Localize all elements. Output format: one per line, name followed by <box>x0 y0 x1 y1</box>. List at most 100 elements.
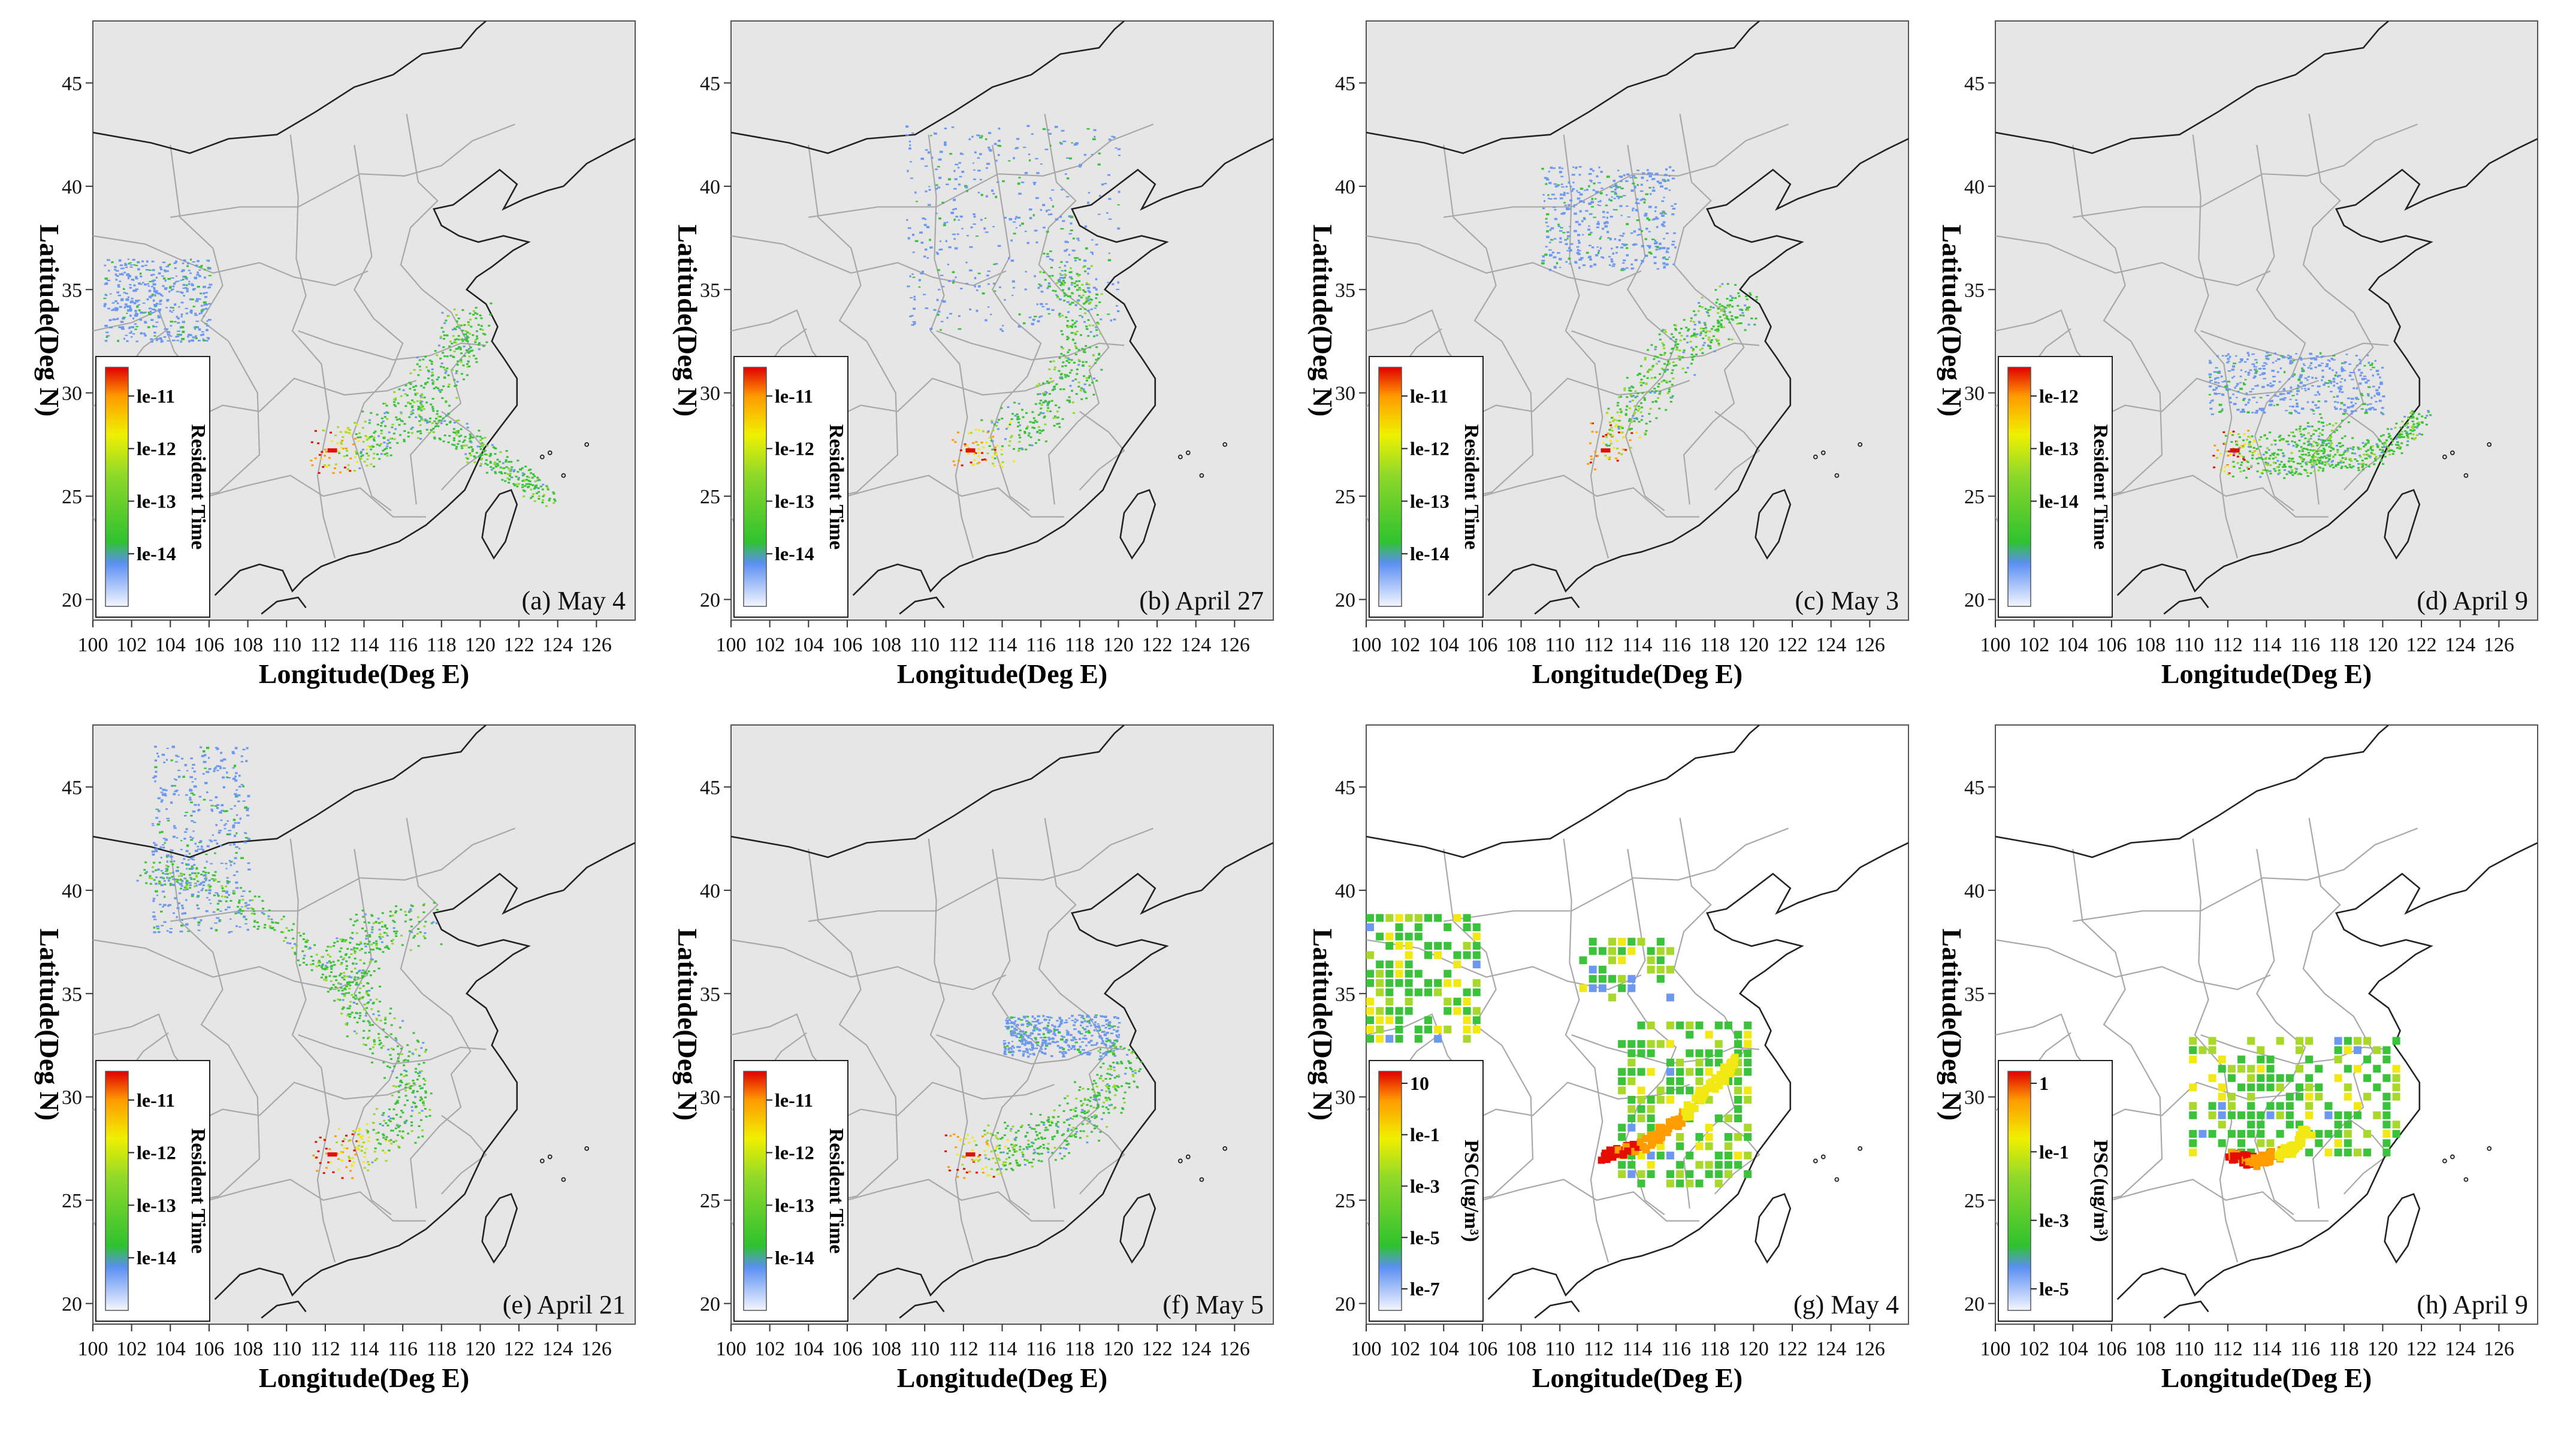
plume-cell <box>382 449 385 452</box>
plume-cell <box>2260 457 2263 460</box>
plume-cell <box>1010 436 1013 439</box>
plume-cell <box>545 505 548 507</box>
scatter-point <box>104 340 108 342</box>
plume-cell <box>1636 410 1639 412</box>
plume-cell <box>341 1177 344 1179</box>
plume-cell <box>1098 301 1101 304</box>
plume-cell <box>455 320 458 322</box>
scatter-point <box>1578 258 1583 261</box>
scatter-point <box>123 292 126 294</box>
plume-cell <box>2309 449 2312 451</box>
scatter-point <box>124 262 127 265</box>
scatter-point <box>221 809 224 811</box>
scatter-point <box>225 892 228 894</box>
scatter-point <box>1612 252 1615 255</box>
plume-cell <box>321 458 324 460</box>
scatter-point <box>909 144 911 146</box>
plume-cell <box>2324 440 2327 442</box>
scatter-point <box>1591 206 1594 208</box>
plume-cell <box>403 430 406 432</box>
scatter-point <box>2246 411 2250 413</box>
x-axis-label: Longitude(Deg E) <box>897 658 1107 689</box>
plume-cell <box>373 1150 376 1153</box>
plume-cell <box>1085 300 1088 303</box>
scatter-point <box>1016 138 1020 140</box>
plume-cell <box>968 432 971 434</box>
plume-cell <box>430 403 433 406</box>
scatter-point <box>1652 178 1656 180</box>
plume-cell <box>1016 416 1019 419</box>
scatter-point <box>226 877 229 879</box>
plume-cell <box>467 361 470 363</box>
plume-cell <box>1067 337 1070 339</box>
scatter-point <box>172 307 174 309</box>
plume-cell <box>2290 431 2293 433</box>
plume-cell <box>469 350 472 352</box>
plume-cell <box>432 427 435 430</box>
scatter-point <box>154 294 156 297</box>
plume-cell <box>1714 329 1717 331</box>
plume-cell <box>1048 275 1051 277</box>
plume-cell <box>506 477 509 479</box>
scatter-point <box>1017 216 1021 219</box>
scatter-point <box>1671 213 1675 216</box>
plume-cell <box>2337 464 2340 466</box>
scatter-point <box>140 311 143 313</box>
plume-cell <box>1079 389 1082 392</box>
plume-cell <box>2247 436 2250 438</box>
plume-cell <box>1644 433 1647 436</box>
plume-cell <box>385 1122 388 1124</box>
scatter-point <box>216 908 220 911</box>
plume-cell <box>2421 422 2424 424</box>
scatter-point <box>2379 376 2381 379</box>
scatter-point <box>159 831 161 834</box>
plume-cell <box>1617 401 1620 404</box>
scatter-point <box>1086 128 1090 130</box>
scatter-point <box>216 769 219 771</box>
scatter-point <box>1659 247 1663 249</box>
plume-cell <box>1045 391 1048 394</box>
scatter-point <box>152 299 155 302</box>
scatter-point <box>2229 401 2232 403</box>
scatter-point <box>1599 247 1602 250</box>
plume-cell <box>2237 433 2240 436</box>
plume-cell <box>1611 430 1614 432</box>
y-tick-label: 40 <box>62 176 82 198</box>
scatter-point <box>1566 207 1569 210</box>
plume-cell <box>533 475 536 478</box>
scatter-point <box>170 856 173 858</box>
plume-cell <box>1717 339 1720 342</box>
plume-cell <box>443 322 446 324</box>
scatter-point <box>203 304 206 306</box>
scatter-point <box>2382 395 2385 398</box>
y-tick-label: 35 <box>1964 279 1985 301</box>
scatter-point <box>105 282 108 284</box>
scatter-point <box>198 328 201 331</box>
scatter-point <box>206 320 209 322</box>
plume-cell <box>1083 375 1086 377</box>
plume-cell <box>2405 424 2408 426</box>
plume-cell <box>418 1063 421 1065</box>
plume-cell <box>1713 350 1716 352</box>
scatter-point <box>1626 254 1629 256</box>
plume-cell <box>1076 273 1079 275</box>
scatter-point <box>1031 322 1034 325</box>
scatter-point <box>908 140 911 143</box>
scatter-point <box>155 850 158 853</box>
plume-cell <box>460 434 463 437</box>
plume-cell <box>1087 319 1090 321</box>
plume-cell <box>466 374 469 376</box>
plume-cell <box>490 302 493 304</box>
scatter-point <box>2279 392 2282 395</box>
scatter-point <box>2266 352 2269 354</box>
plume-cell <box>453 444 456 446</box>
plume-cell <box>1657 397 1660 399</box>
plume-cell <box>1716 298 1719 301</box>
scatter-point <box>1629 177 1633 179</box>
scatter-point <box>922 270 924 273</box>
plume-cell <box>977 443 980 446</box>
scatter-point <box>187 859 190 861</box>
national-border <box>1836 138 1908 187</box>
scatter-point <box>157 755 160 758</box>
plume-cell <box>2384 455 2387 458</box>
